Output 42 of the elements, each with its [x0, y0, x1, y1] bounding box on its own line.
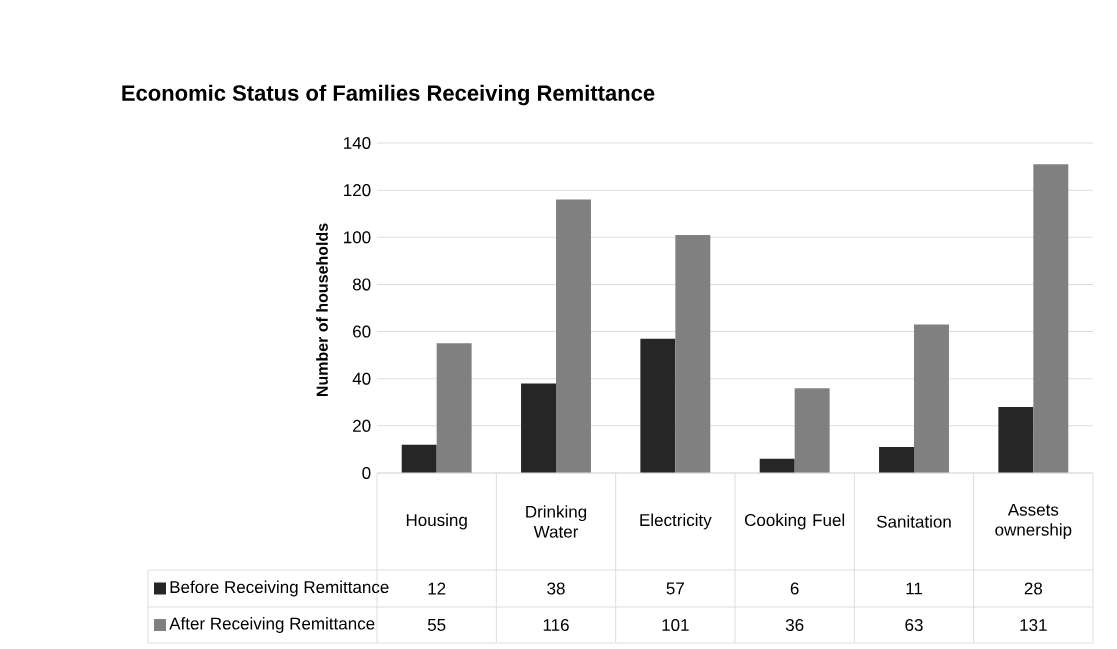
data-label: 116: [543, 618, 569, 632]
data-label: 101: [662, 618, 689, 632]
bar: [436, 343, 472, 473]
x-tick-label: Housing: [406, 513, 467, 530]
data-label: 6: [790, 582, 799, 595]
y-tick-label: 100: [344, 231, 371, 244]
x-tick-label: Cooking Fuel: [744, 513, 845, 530]
bar: [1033, 164, 1069, 473]
x-tick-label: Drinking Water: [526, 505, 587, 538]
bar: [521, 383, 557, 473]
bar: [675, 234, 711, 473]
bar: [759, 458, 795, 473]
data-label: 12: [428, 582, 446, 595]
bar: [998, 407, 1034, 473]
bar: [914, 324, 949, 473]
y-tick-label: 20: [353, 419, 371, 432]
y-tick-label: 80: [352, 278, 371, 291]
x-tick-label: Sanitation: [876, 515, 951, 528]
data-label: 36: [785, 618, 804, 632]
data-label: 38: [547, 582, 565, 595]
x-tick-label: Assets ownership: [995, 503, 1072, 540]
data-label: 28: [1024, 582, 1043, 595]
y-tick-label: 40: [352, 372, 371, 385]
bar: [401, 444, 437, 473]
x-tick-label: Electricity: [640, 513, 712, 530]
y-tick-label: 140: [344, 136, 371, 150]
data-label: 57: [666, 582, 684, 595]
y-axis-title: Number of households: [316, 223, 328, 397]
y-tick-label: 60: [353, 325, 371, 338]
data-label: 63: [905, 618, 923, 632]
legend-label: Before Receiving Remittance: [170, 580, 389, 597]
bar: [879, 447, 914, 473]
bar: [794, 388, 830, 473]
data-label: 55: [427, 619, 446, 631]
chart-title: Economic Status of Families Receiving Remittance: [122, 84, 655, 106]
bar: [640, 338, 676, 473]
y-tick-label: 120: [344, 184, 371, 197]
data-label: 11: [906, 582, 922, 595]
data-label: 131: [1020, 618, 1047, 632]
y-tick-label: 0: [362, 466, 371, 480]
bar: [556, 199, 591, 473]
legend-label: After Receiving Remittance: [169, 617, 375, 633]
